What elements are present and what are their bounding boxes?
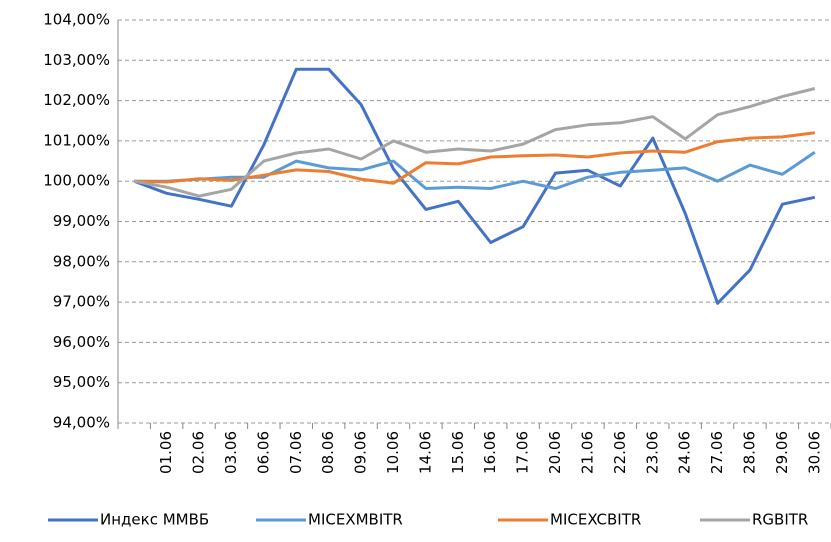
x-tick-label: 07.06 [287,431,305,474]
x-tick-label: 30.06 [805,431,823,474]
x-tick-label: 14.06 [416,431,434,474]
x-tick-label: 21.06 [578,431,596,474]
x-tick-label: 27.06 [708,431,726,474]
y-tick-label: 96,00% [53,333,110,351]
y-tick-label: 103,00% [43,51,110,69]
x-tick-label: 09.06 [352,431,370,474]
series-line [134,131,815,185]
y-tick-label: 95,00% [53,373,110,391]
y-tick-label: 98,00% [53,252,110,270]
x-tick-label: 03.06 [222,431,240,474]
series-line [134,150,816,190]
series-line [133,87,816,198]
legend-label: MICEXCBITR [550,511,641,529]
x-tick-label: 01.06 [157,431,175,474]
x-tick-label: 10.06 [384,431,402,474]
y-tick-label: 94,00% [53,414,110,432]
x-tick-label: 17.06 [514,431,532,474]
x-tick-label: 15.06 [449,431,467,474]
y-tick-label: 97,00% [53,293,110,311]
x-tick-label: 22.06 [611,431,629,474]
x-tick-label: 23.06 [643,431,661,474]
y-tick-label: 101,00% [43,131,110,149]
y-tick-label: 100,00% [43,172,110,190]
x-tick-label: 02.06 [190,431,208,474]
legend-label: MICEXMBITR [308,511,403,529]
legend-label: Индекс ММВБ [100,511,209,529]
x-tick-label: 20.06 [546,431,564,474]
x-tick-label: 29.06 [773,431,791,474]
x-tick-label: 08.06 [319,431,337,474]
x-tick-label: 06.06 [254,431,272,474]
legend-label: RGBITR [752,511,808,529]
x-tick-label: 24.06 [676,431,694,474]
y-tick-label: 99,00% [53,212,110,230]
x-tick-label: 16.06 [481,431,499,474]
x-tick-label: 28.06 [740,431,758,474]
y-tick-label: 102,00% [43,91,110,109]
y-tick-label: 104,00% [43,11,110,29]
